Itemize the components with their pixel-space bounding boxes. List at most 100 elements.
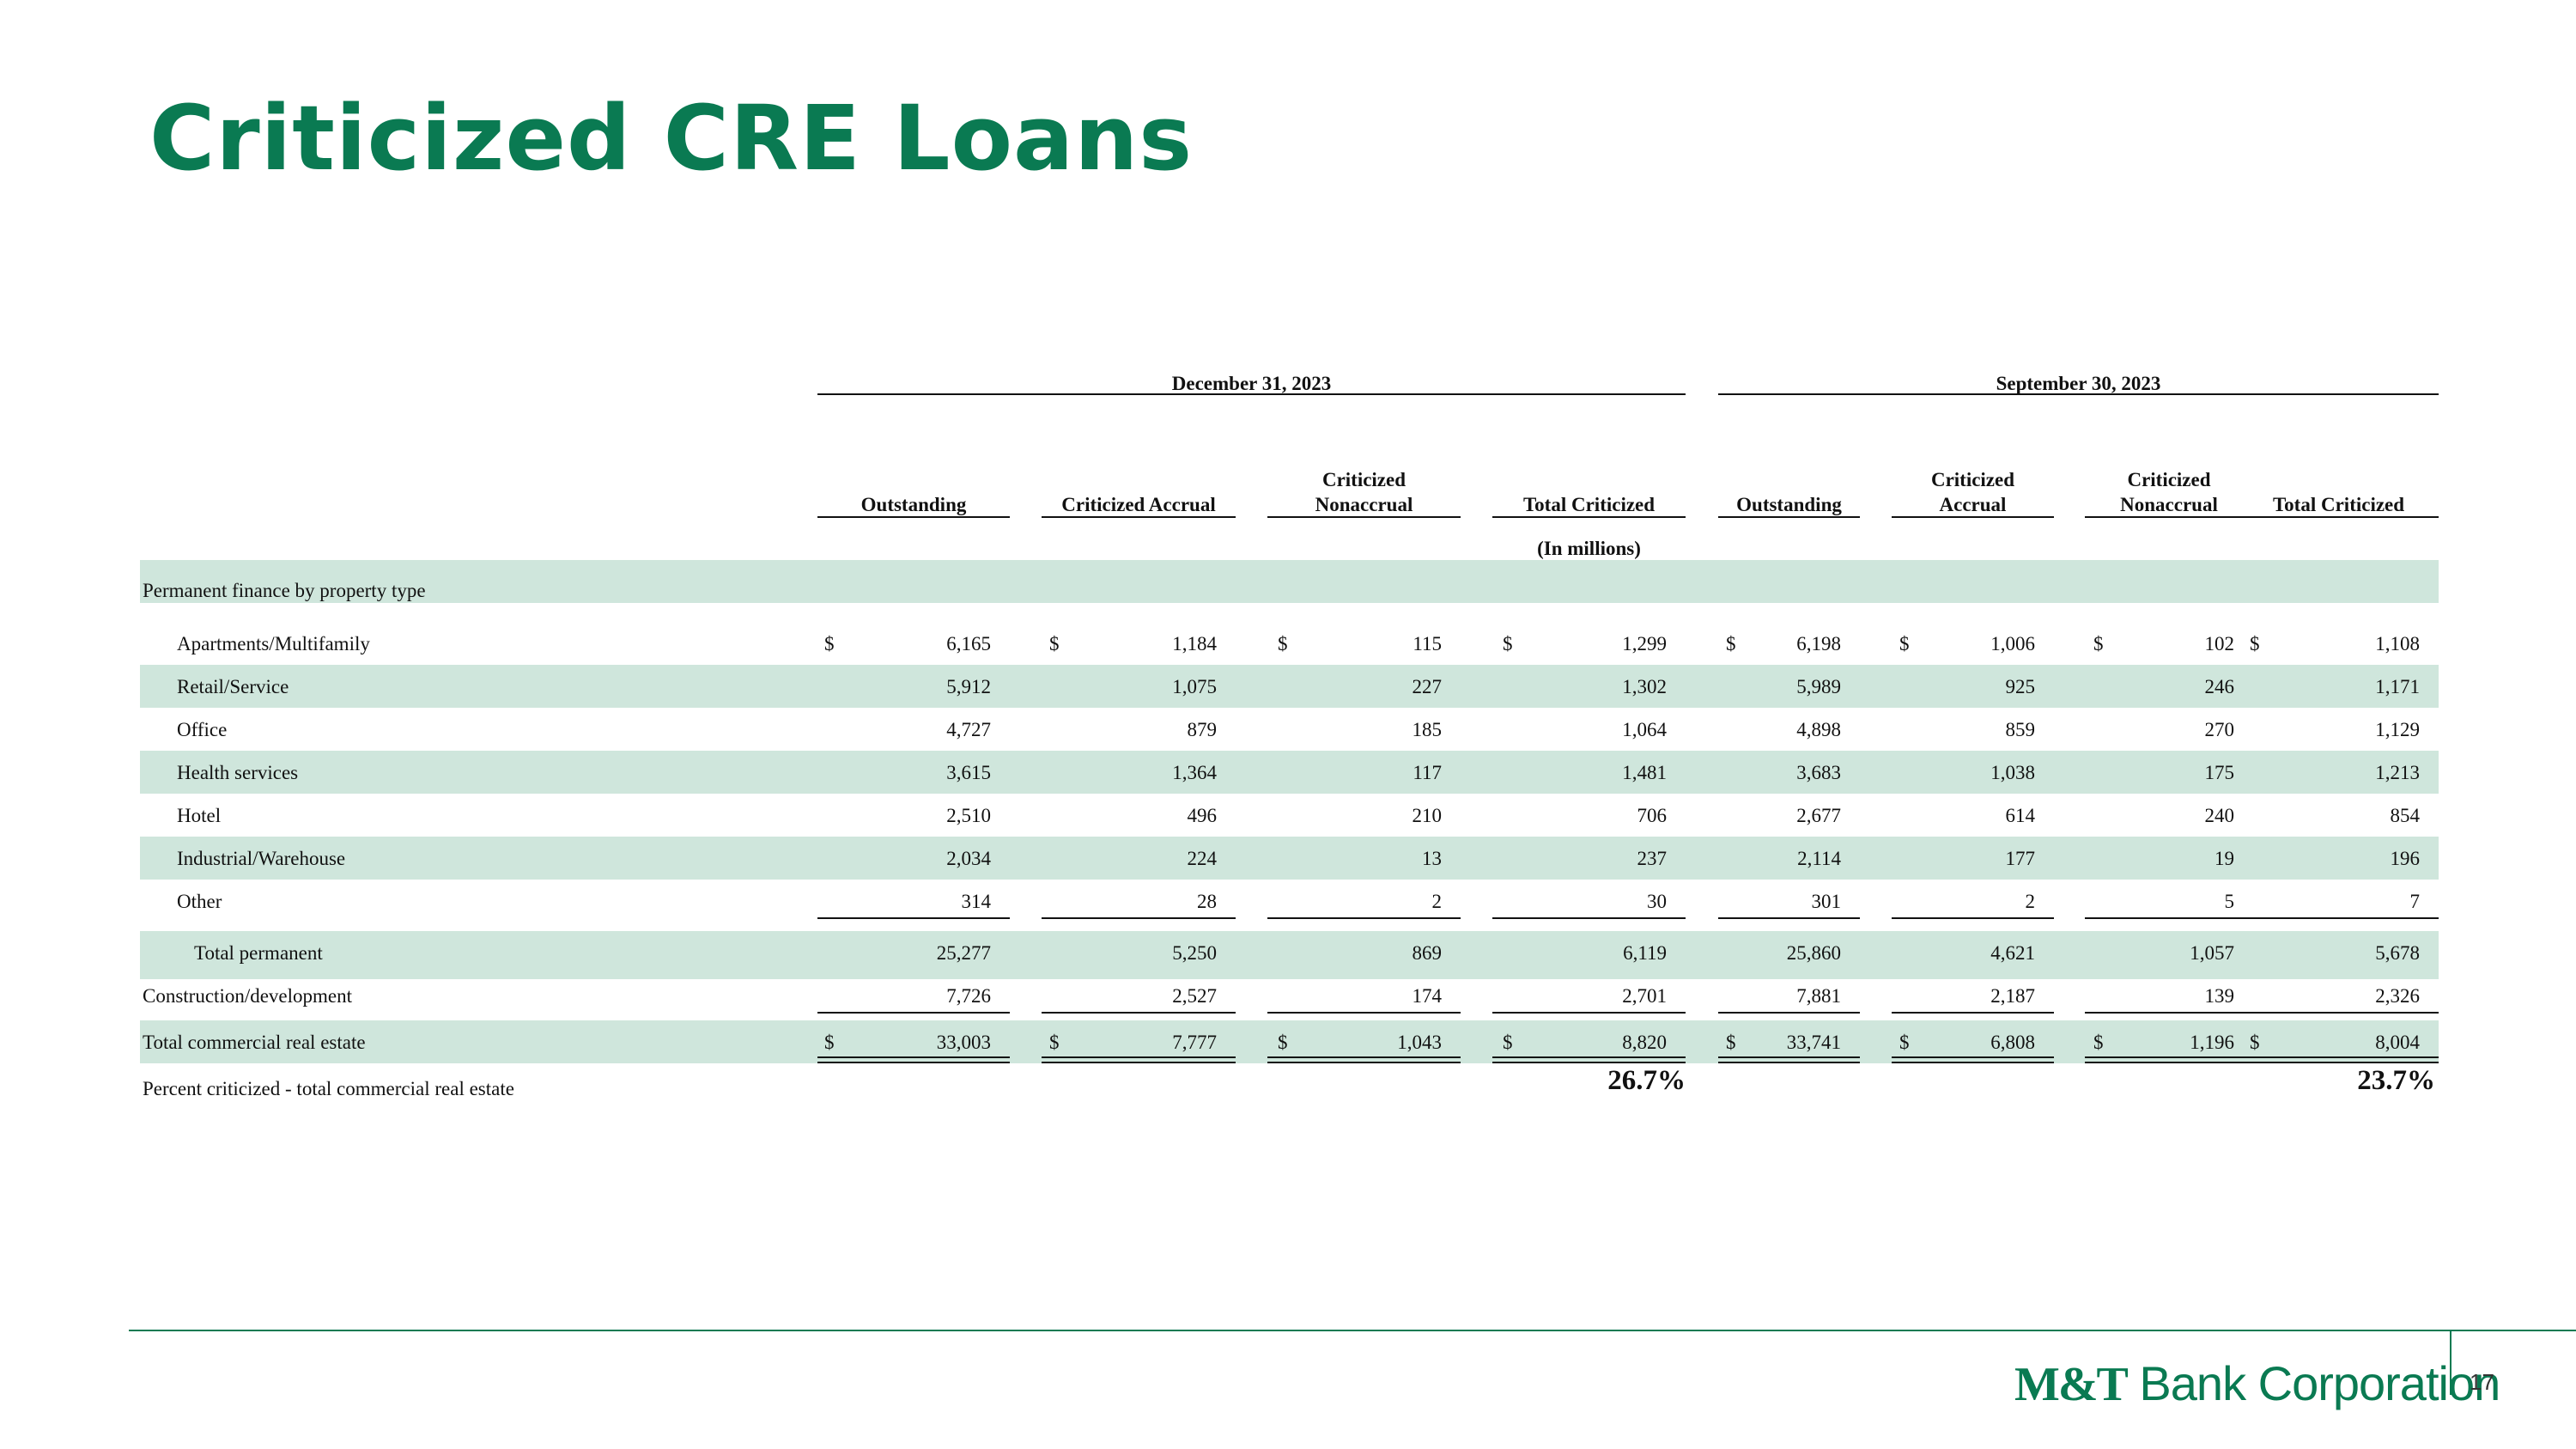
subtotal-underline <box>1042 1012 1236 1014</box>
total-double-underline <box>2239 1056 2439 1063</box>
table-cell: 879 <box>1187 719 1218 740</box>
column-header: Criticized <box>1321 469 1406 490</box>
table-cell: 25,860 <box>1786 942 1841 964</box>
table-cell: 5 <box>2224 891 2235 912</box>
subtotal-underline <box>1267 1012 1461 1014</box>
table-cell: 19 <box>2215 848 2234 869</box>
table-cell: 1,299 <box>1622 633 1667 654</box>
section-row-shade <box>140 560 2439 603</box>
total-double-underline <box>1267 1056 1461 1063</box>
table-cell: 7,881 <box>1796 985 1841 1007</box>
period-header-underline <box>817 393 1686 395</box>
subtotal-underline <box>1892 917 2054 919</box>
table-cell: 5,912 <box>946 676 991 697</box>
table-cell: 30 <box>1647 891 1667 912</box>
currency-symbol: $ <box>1049 633 1060 654</box>
total-double-underline <box>2085 1056 2253 1063</box>
subtotal-underline <box>2085 917 2253 919</box>
table-cell: 6,119 <box>1623 942 1667 964</box>
table-cell: 2,114 <box>1797 848 1841 869</box>
page-number: 17 <box>2470 1369 2494 1395</box>
table-cell: 7,726 <box>946 985 991 1007</box>
column-header: Total Criticized <box>2272 494 2405 515</box>
column-header-underline <box>2085 516 2253 518</box>
column-header: Criticized <box>2127 469 2211 490</box>
total-double-underline <box>1718 1056 1860 1063</box>
table-cell: 301 <box>1811 891 1842 912</box>
total-double-underline <box>1892 1056 2054 1063</box>
column-header: Outstanding <box>860 494 967 515</box>
page-title: Criticized CRE Loans <box>149 86 1194 191</box>
currency-symbol: $ <box>2250 633 2260 654</box>
table-cell: 1,364 <box>1172 762 1217 783</box>
table-cell: 2 <box>2025 891 2036 912</box>
column-header-underline <box>1042 516 1236 518</box>
table-cell: 2 <box>1431 891 1443 912</box>
subtotal-underline <box>1892 1012 2054 1014</box>
subtotal-underline <box>1718 917 1860 919</box>
column-header: Criticized Accrual <box>1061 494 1216 515</box>
table-cell: 859 <box>2005 719 2036 740</box>
row-shade <box>140 837 2439 880</box>
table-cell: 1,213 <box>2375 762 2420 783</box>
row-label: Other <box>177 891 222 912</box>
column-header-underline <box>1718 516 1860 518</box>
row-label: Apartments/Multifamily <box>177 633 370 654</box>
subtotal-underline <box>1267 917 1461 919</box>
column-header-underline <box>817 516 1010 518</box>
table-cell: 117 <box>1413 762 1442 783</box>
currency-symbol: $ <box>1726 633 1736 654</box>
total-double-underline <box>817 1056 1010 1063</box>
column-header: Nonaccrual <box>1315 494 1413 515</box>
currency-symbol: $ <box>2093 1032 2104 1053</box>
currency-symbol: $ <box>1503 1032 1513 1053</box>
table-cell: 1,057 <box>2190 942 2234 964</box>
row-shade <box>140 1020 2439 1063</box>
table-cell: 246 <box>2204 676 2235 697</box>
row-shade <box>140 665 2439 708</box>
units-label: (In millions) <box>1537 538 1641 559</box>
table-cell: 1,038 <box>1990 762 2035 783</box>
table-cell: 237 <box>1637 848 1668 869</box>
table-cell: 28 <box>1197 891 1217 912</box>
table-cell: 270 <box>2204 719 2235 740</box>
column-header: Nonaccrual <box>2120 494 2218 515</box>
table-cell: 33,741 <box>1786 1032 1841 1053</box>
row-label: Industrial/Warehouse <box>177 848 346 869</box>
table-cell: 174 <box>1412 985 1443 1007</box>
table-cell: 6,198 <box>1796 633 1841 654</box>
table-cell: 185 <box>1412 719 1443 740</box>
row-label: Hotel <box>177 805 222 826</box>
table-cell: 4,727 <box>946 719 991 740</box>
table-cell: 240 <box>2204 805 2235 826</box>
subtotal-underline <box>1042 917 1236 919</box>
table-cell: 6,165 <box>946 633 991 654</box>
table-cell: 1,196 <box>2190 1032 2234 1053</box>
table-cell: 102 <box>2204 633 2235 654</box>
currency-symbol: $ <box>1049 1032 1060 1053</box>
table-cell: 4,621 <box>1990 942 2035 964</box>
table-cell: 854 <box>2390 805 2421 826</box>
table-cell: 6,808 <box>1990 1032 2035 1053</box>
currency-symbol: $ <box>2093 633 2104 654</box>
column-header: Total Criticized <box>1522 494 1656 515</box>
column-header-underline <box>1892 516 2054 518</box>
table-cell: 115 <box>1413 633 1442 654</box>
table-cell: 1,006 <box>1990 633 2035 654</box>
row-label: Total commercial real estate <box>143 1032 366 1053</box>
section-label: Permanent finance by property type <box>143 580 426 601</box>
period-header-underline <box>1718 393 2439 395</box>
subtotal-underline <box>1492 1012 1686 1014</box>
period-header: December 31, 2023 <box>1171 373 1332 394</box>
table-cell: 2,034 <box>946 848 991 869</box>
row-label: Health services <box>177 762 299 783</box>
table-cell: 5,678 <box>2375 942 2420 964</box>
table-cell: 5,250 <box>1172 942 1217 964</box>
subtotal-underline <box>1718 1012 1860 1014</box>
subtotal-underline <box>817 1012 1010 1014</box>
currency-symbol: $ <box>1899 633 1910 654</box>
table-cell: 1,481 <box>1622 762 1667 783</box>
table-cell: 1,043 <box>1397 1032 1442 1053</box>
subtotal-underline <box>817 917 1010 919</box>
currency-symbol: $ <box>824 633 835 654</box>
